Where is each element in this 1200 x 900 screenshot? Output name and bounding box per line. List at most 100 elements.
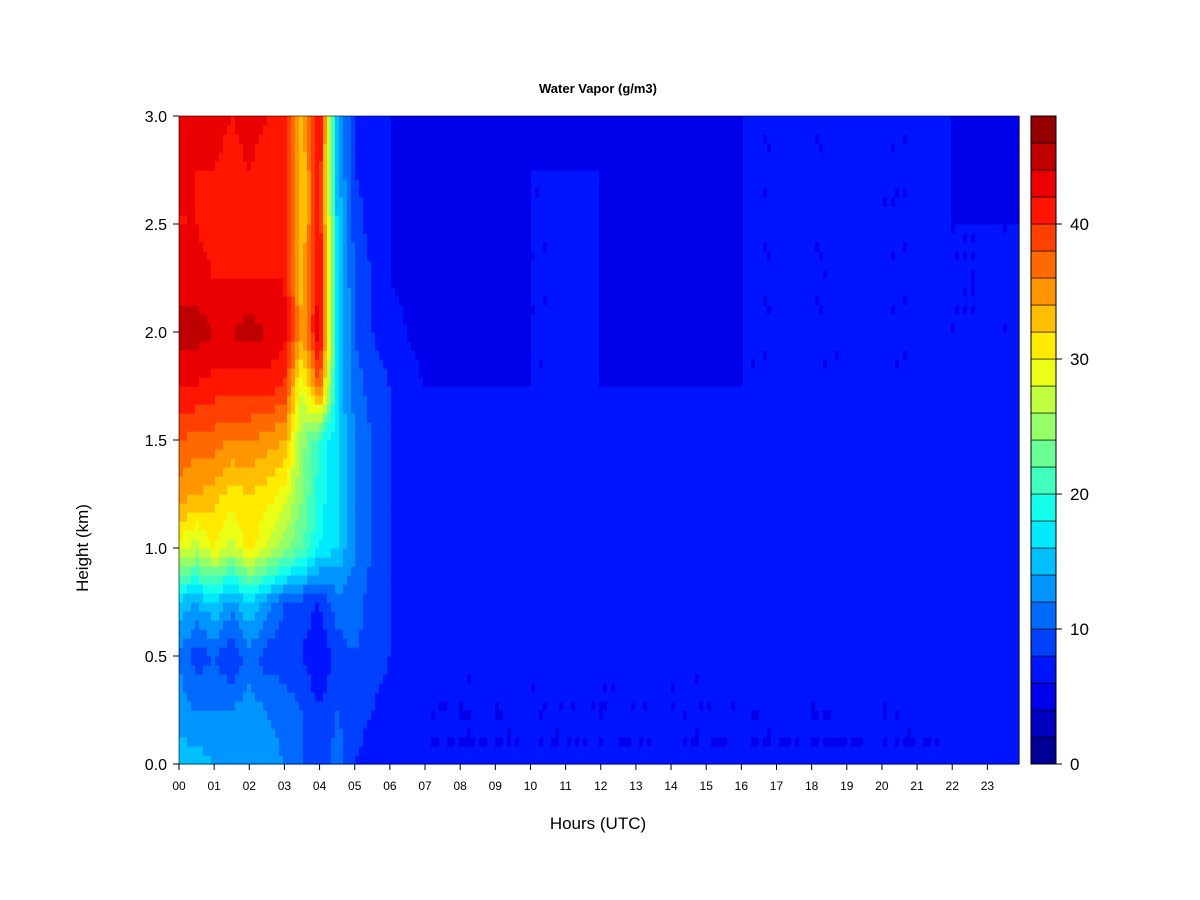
heatmap-cell (443, 755, 448, 765)
heatmap-cell (595, 548, 600, 558)
heatmap-cell (271, 548, 276, 558)
heatmap-cell (227, 746, 232, 756)
heatmap-cell (191, 674, 196, 684)
heatmap-cell (951, 620, 956, 630)
heatmap-cell (611, 575, 616, 585)
heatmap-cell (959, 665, 964, 675)
heatmap-cell (771, 674, 776, 684)
heatmap-cell (767, 719, 772, 729)
heatmap-cell (783, 575, 788, 585)
heatmap-cell (399, 575, 404, 585)
heatmap-cell (991, 584, 996, 594)
heatmap-cell (407, 566, 412, 576)
heatmap-cell (179, 737, 184, 747)
heatmap-cell (295, 746, 300, 756)
heatmap-cell (363, 548, 368, 558)
heatmap-cell (547, 557, 552, 567)
heatmap-cell (591, 611, 596, 621)
heatmap-cell (527, 593, 532, 603)
heatmap-cell (603, 629, 608, 639)
heatmap-cell (863, 620, 868, 630)
heatmap-cell (851, 620, 856, 630)
heatmap-cell (955, 656, 960, 666)
heatmap-cell (323, 719, 328, 729)
heatmap-cell (327, 584, 332, 594)
heatmap-cell (299, 638, 304, 648)
heatmap-cell (431, 665, 436, 675)
heatmap-cell (723, 719, 728, 729)
heatmap-cell (967, 674, 972, 684)
heatmap-cell (499, 629, 504, 639)
heatmap-cell (275, 701, 280, 711)
heatmap-cell (727, 647, 732, 657)
heatmap-cell (563, 593, 568, 603)
heatmap-cell (579, 557, 584, 567)
heatmap-cell (343, 566, 348, 576)
heatmap-cell (479, 629, 484, 639)
heatmap-cell (243, 737, 248, 747)
heatmap-cell (943, 620, 948, 630)
heatmap-cell (527, 710, 532, 720)
heatmap-cell (699, 737, 704, 747)
heatmap-cell (979, 557, 984, 567)
heatmap-cell (379, 593, 384, 603)
heatmap-cell (615, 593, 620, 603)
heatmap-cell (459, 701, 464, 711)
heatmap-cell (583, 584, 588, 594)
heatmap-cell (187, 683, 192, 693)
heatmap-cell (959, 656, 964, 666)
heatmap-cell (987, 575, 992, 585)
heatmap-cell (839, 611, 844, 621)
heatmap-cell (859, 674, 864, 684)
heatmap-cell (803, 566, 808, 576)
heatmap-cell (235, 755, 240, 765)
heatmap-cell (495, 701, 500, 711)
heatmap-cell (955, 710, 960, 720)
heatmap-cell (635, 548, 640, 558)
heatmap-cell (783, 755, 788, 765)
heatmap-cell (667, 647, 672, 657)
heatmap-cell (543, 647, 548, 657)
heatmap-cell (791, 593, 796, 603)
heatmap-cell (431, 692, 436, 702)
heatmap-cell (911, 683, 916, 693)
heatmap-cell (795, 575, 800, 585)
heatmap-cell (827, 737, 832, 747)
heatmap-cell (679, 584, 684, 594)
heatmap-cell (891, 701, 896, 711)
heatmap-cell (279, 692, 284, 702)
heatmap-cell (223, 638, 228, 648)
heatmap-cell (355, 728, 360, 738)
heatmap-cell (823, 566, 828, 576)
heatmap-cell (775, 584, 780, 594)
heatmap-cell (855, 728, 860, 738)
heatmap-cell (327, 701, 332, 711)
heatmap-cell (951, 701, 956, 711)
heatmap-cell (299, 674, 304, 684)
heatmap-cell (555, 647, 560, 657)
heatmap-cell (335, 602, 340, 612)
heatmap-cell (935, 719, 940, 729)
heatmap-cell (703, 728, 708, 738)
heatmap-cell (327, 557, 332, 567)
heatmap-cell (607, 620, 612, 630)
heatmap-cell (535, 620, 540, 630)
heatmap-cell (991, 557, 996, 567)
heatmap-cell (983, 728, 988, 738)
heatmap-cell (191, 746, 196, 756)
heatmap-cell (311, 584, 316, 594)
heatmap-cell (475, 548, 480, 558)
heatmap-cell (247, 683, 252, 693)
heatmap-cell (203, 575, 208, 585)
heatmap-cell (619, 692, 624, 702)
heatmap-cell (811, 575, 816, 585)
heatmap-cell (555, 629, 560, 639)
heatmap-cell (963, 719, 968, 729)
heatmap-cell (719, 602, 724, 612)
heatmap-cell (903, 755, 908, 765)
heatmap-cell (391, 584, 396, 594)
heatmap-cell (427, 629, 432, 639)
heatmap-cell (767, 710, 772, 720)
heatmap-cell (711, 737, 716, 747)
heatmap-cell (495, 557, 500, 567)
